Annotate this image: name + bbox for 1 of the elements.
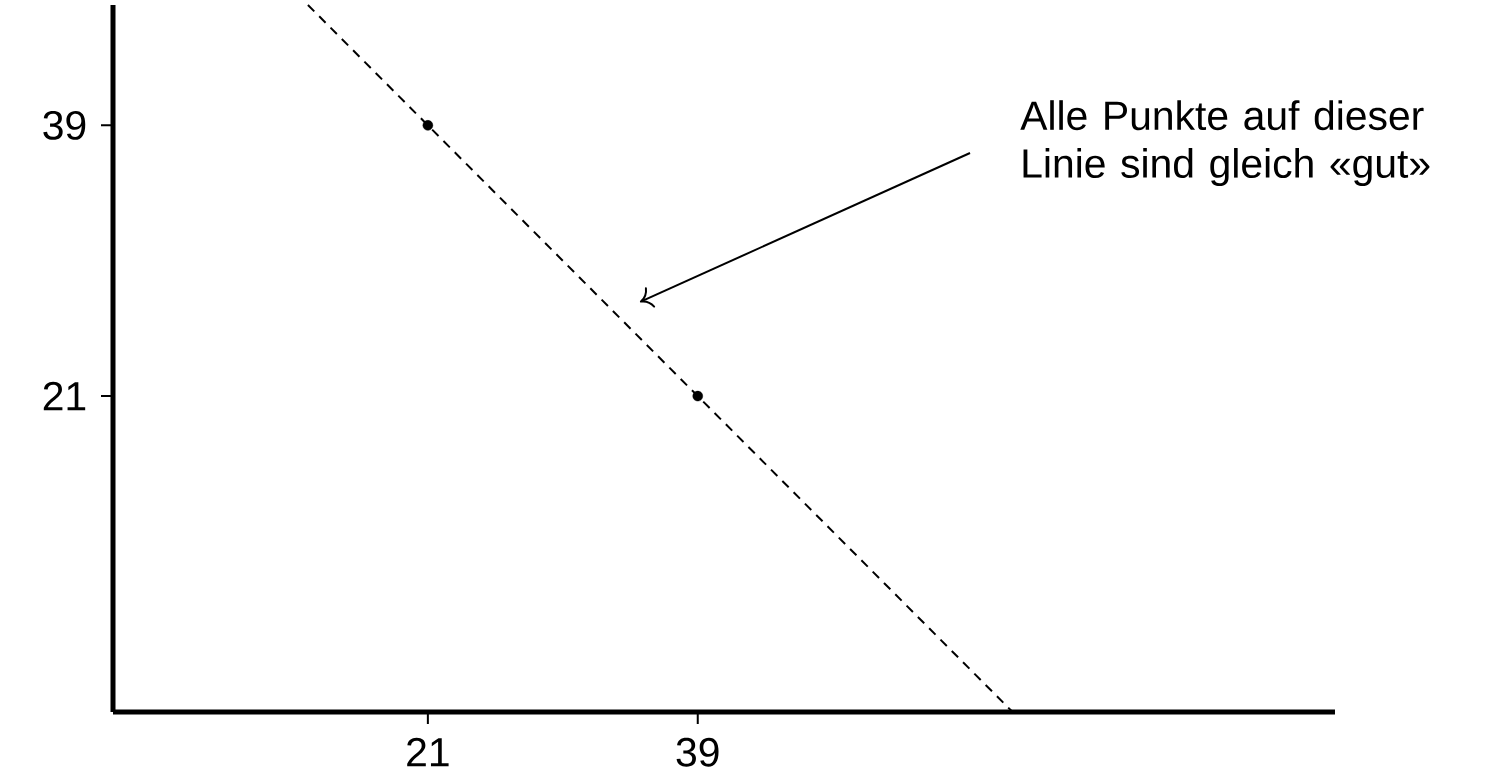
annotation: Alle Punkte auf dieser Linie sind gleich «gut» (1020, 100, 1430, 187)
